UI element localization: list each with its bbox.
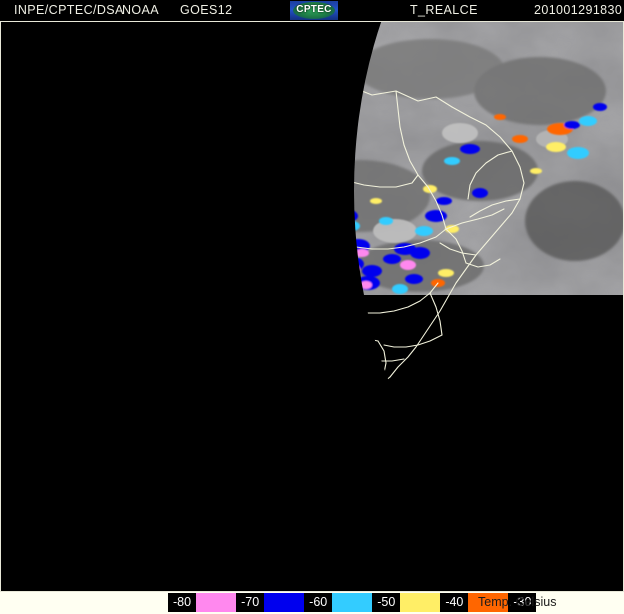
legend-label-80: -80 [173,595,192,609]
logo-text: CPTEC [296,4,332,15]
legend-swatch-orange [468,593,509,612]
legend-swatch-yellow [400,593,441,612]
agency-label: INPE/CPTEC/DSA [14,3,124,17]
source-label: NOAA [122,3,160,17]
legend-label-40: -40 [445,595,464,609]
enhanced-convection [6,90,607,294]
legend-swatch-blue [264,593,305,612]
coastline-overlay [103,42,525,592]
satellite-label: GOES12 [180,3,233,17]
logo-ellipse [293,2,335,19]
legend-label-70: -70 [241,595,260,609]
satellite-image-canvas [0,21,624,592]
temperature-colorbar: -80 -70 -60 -50 -40 -30 [168,593,537,612]
product-label: T_REALCE [410,3,478,17]
header-bar: INPE/CPTEC/DSA NOAA GOES12 CPTEC T_REALC… [0,0,624,21]
legend-swatch-cyan [332,593,373,612]
cloud-texture-layer [0,21,624,295]
legend-swatch-magenta [196,593,237,612]
night-sector [0,295,624,592]
daylit-cloud-field [0,21,624,295]
timestamp-label: 201001291830 [534,3,623,17]
legend-label-50: -50 [377,595,396,609]
legend-label-60: -60 [309,595,328,609]
legend-bar: -80 -70 -60 -50 -40 -30 Temp. Celsius [0,592,624,614]
legend-label-30: -30 [513,595,532,609]
cptec-logo: CPTEC [290,1,338,20]
legend-unit-label: Temp. Celsius [478,595,557,609]
